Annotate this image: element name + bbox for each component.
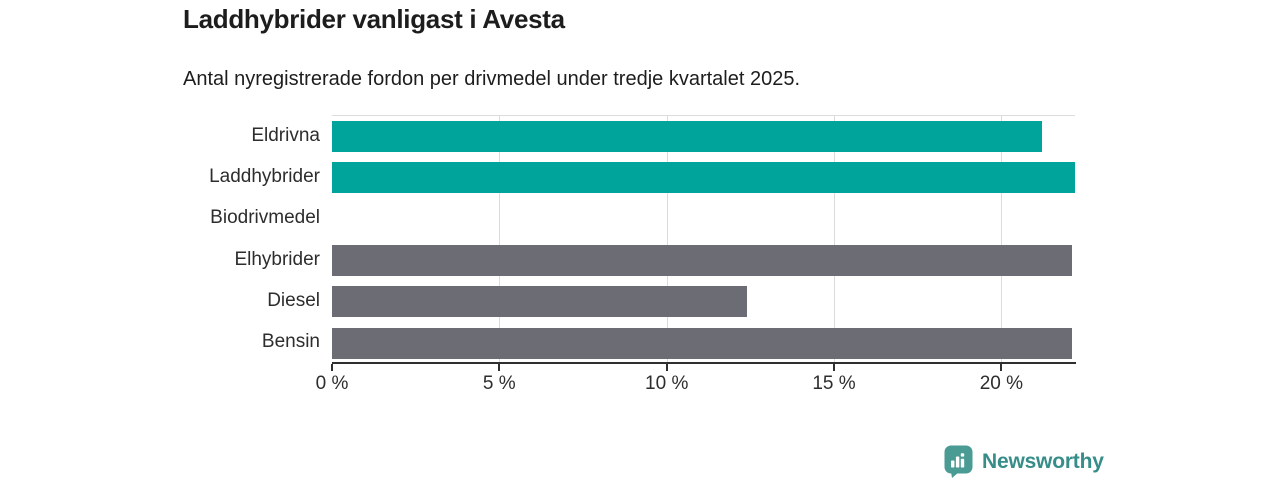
x-axis-line <box>332 362 1076 364</box>
category-label: Laddhybrider <box>209 165 320 187</box>
gridline <box>1001 116 1003 364</box>
x-axis-tick <box>833 364 835 371</box>
bar-eldrivna <box>332 121 1042 153</box>
bar-row <box>332 157 1075 198</box>
gridline <box>666 116 668 364</box>
gridline <box>834 116 835 364</box>
bar-row <box>332 116 1075 157</box>
category-label: Biodrivmedel <box>210 207 320 229</box>
newsworthy-logo-text: Newsworthy <box>982 449 1104 473</box>
chart-title: Laddhybrider vanligast i Avesta <box>183 4 565 34</box>
plot-area <box>332 115 1075 364</box>
bar-row <box>332 281 1075 322</box>
bar-rows <box>332 116 1075 364</box>
bar-elhybrider <box>332 245 1072 277</box>
category-label: Bensin <box>261 331 320 353</box>
x-axis-tick <box>1000 364 1003 371</box>
newsworthy-bar-chart-speech-bubble-icon <box>944 445 973 478</box>
chart-subtitle: Antal nyregistrerade fordon per drivmede… <box>183 68 801 90</box>
x-axis-tick-label: 0 % <box>315 373 349 394</box>
bar-diesel <box>332 286 748 318</box>
category-label: Diesel <box>267 289 320 311</box>
category-label: Elhybrider <box>234 248 320 270</box>
x-axis-tick <box>331 364 333 371</box>
x-axis-tick-label: 20 % <box>979 373 1024 394</box>
gridline <box>499 116 501 364</box>
category-label: Eldrivna <box>251 124 320 146</box>
x-axis-tick-label: 5 % <box>482 373 516 394</box>
x-axis-tick <box>665 364 668 371</box>
y-axis-category-labels: Eldrivna Laddhybrider Biodrivmedel Elhybrid… <box>0 115 320 363</box>
bar-bensin <box>332 327 1072 359</box>
x-axis-tick-label: 10 % <box>645 373 689 394</box>
bar-row <box>332 199 1075 240</box>
bar-laddhybrider <box>332 162 1075 194</box>
newsworthy-logo: Newsworthy <box>944 445 1104 478</box>
bar-row <box>332 240 1075 281</box>
x-axis-tick-label: 15 % <box>812 373 856 394</box>
bar-row <box>332 323 1075 364</box>
x-axis-tick <box>498 364 501 371</box>
